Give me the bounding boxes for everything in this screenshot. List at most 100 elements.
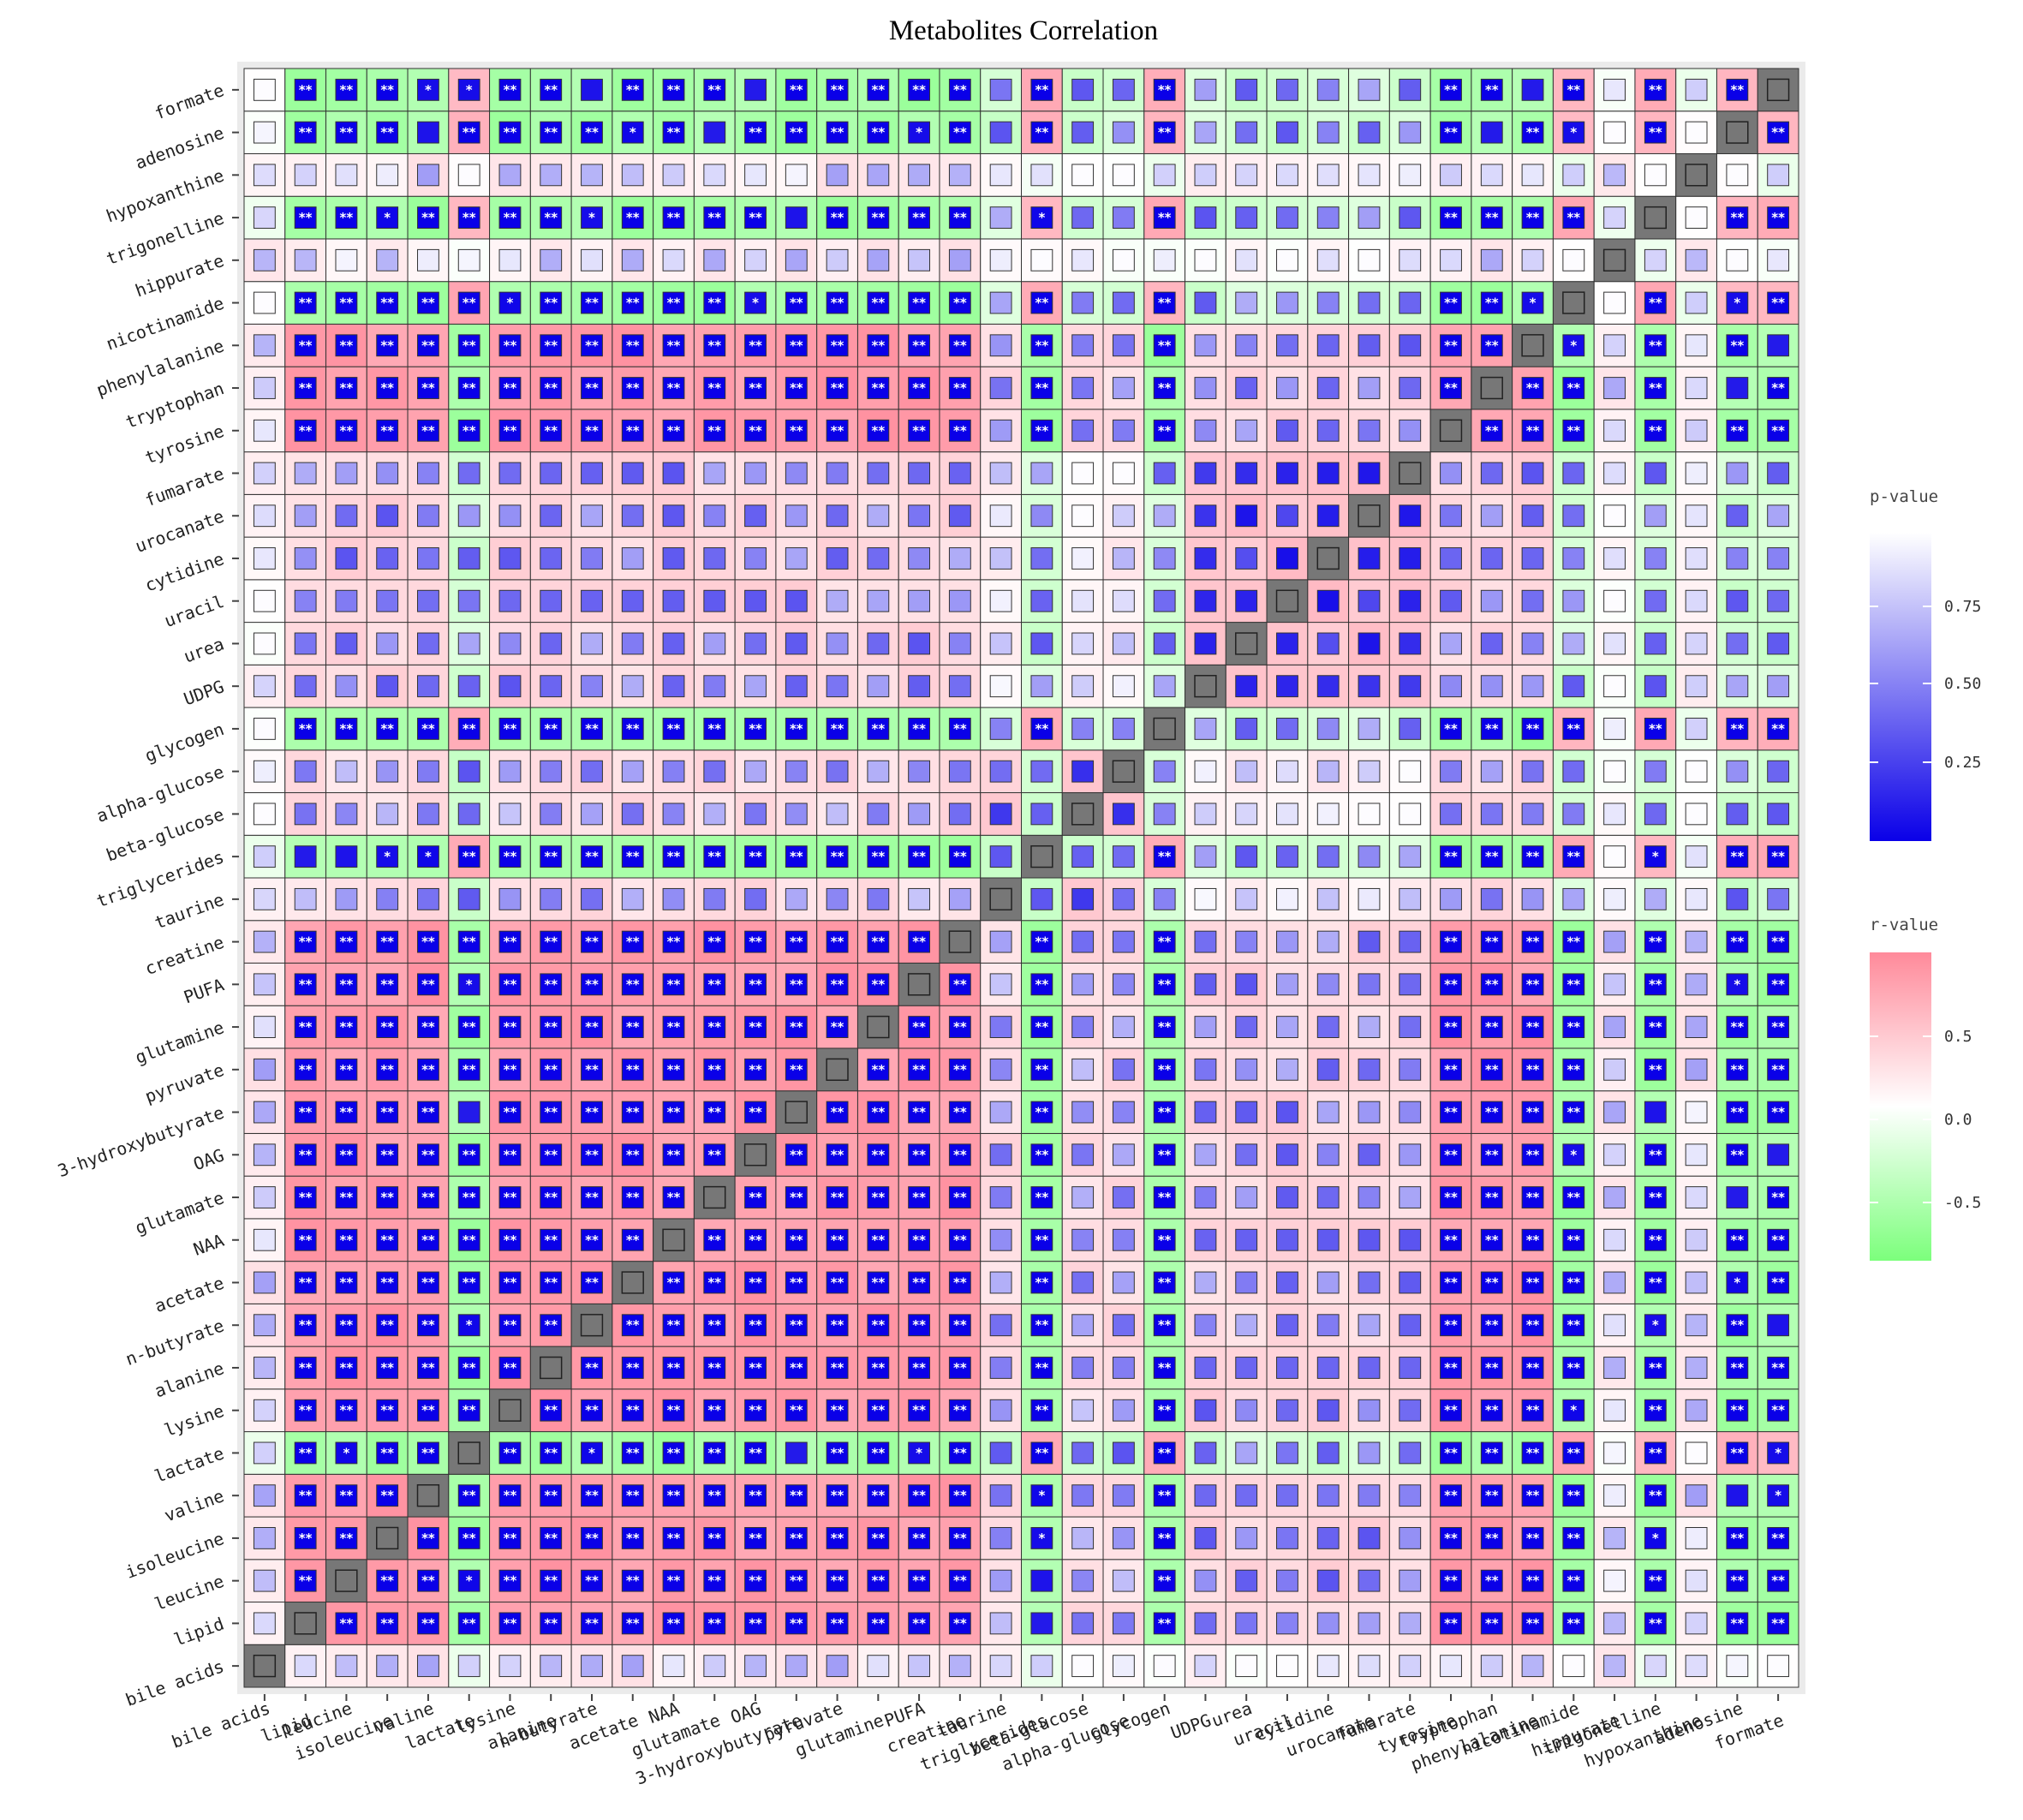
heatmap-cell xyxy=(1266,1132,1309,1177)
heatmap-cell xyxy=(1225,323,1268,367)
heatmap-cell: ** xyxy=(570,110,613,154)
heatmap-cell xyxy=(612,1644,654,1688)
heatmap-cell: ** xyxy=(1634,1388,1677,1433)
p-value-marker xyxy=(1112,845,1135,868)
p-value-marker xyxy=(1562,462,1585,485)
significance-mark: ** xyxy=(1158,295,1172,311)
heatmap-cell xyxy=(1143,707,1186,751)
heatmap-cell xyxy=(734,1132,777,1177)
significance-mark: * xyxy=(507,295,514,311)
heatmap-cell xyxy=(325,749,367,794)
diagonal-marker xyxy=(416,1484,440,1507)
p-value-marker xyxy=(457,675,480,698)
heatmap-cell xyxy=(1307,110,1350,154)
heatmap-cell xyxy=(1225,1005,1268,1049)
p-value-marker xyxy=(1316,973,1340,996)
p-value-marker xyxy=(1316,803,1340,826)
heatmap-cell: ** xyxy=(693,409,736,453)
heatmap-cell xyxy=(1757,1644,1799,1688)
heatmap-cell xyxy=(939,920,982,964)
p-value-marker xyxy=(335,1441,358,1465)
significance-mark: ** xyxy=(707,1573,721,1589)
heatmap-cell xyxy=(898,238,940,283)
heatmap-cell: ** xyxy=(856,1431,899,1475)
r-value-fill xyxy=(529,110,572,154)
heatmap-cell: * xyxy=(1552,1388,1595,1433)
significance-mark: ** xyxy=(953,1445,967,1460)
heatmap-cell xyxy=(407,152,450,197)
p-value-marker xyxy=(662,718,685,740)
heatmap-cell: ** xyxy=(1021,1303,1063,1347)
heatmap-cell: ** xyxy=(939,1602,982,1645)
heatmap-cell: ** xyxy=(407,1047,450,1092)
significance-mark: ** xyxy=(504,1317,517,1333)
p-value-marker xyxy=(294,930,317,953)
p-value-marker xyxy=(581,504,603,528)
p-value-marker xyxy=(1194,377,1217,399)
heatmap-cell: ** xyxy=(1512,1388,1554,1433)
heatmap-cell xyxy=(489,877,531,922)
heatmap-cell xyxy=(1675,238,1717,283)
significance-mark: ** xyxy=(340,1105,354,1120)
heatmap-cell xyxy=(1675,366,1717,410)
significance-mark: ** xyxy=(380,1317,394,1333)
heatmap-cell xyxy=(1021,792,1063,836)
heatmap-cell xyxy=(1757,749,1799,794)
significance-mark: ** xyxy=(1731,1147,1745,1162)
significance-mark: ** xyxy=(707,1062,721,1077)
p-value-marker xyxy=(1235,1612,1258,1635)
heatmap-cell xyxy=(489,451,531,495)
p-value-marker xyxy=(1358,887,1381,910)
heatmap-cell xyxy=(1021,579,1063,624)
significance-mark: ** xyxy=(1485,210,1499,225)
p-value-marker xyxy=(1480,547,1503,570)
heatmap-cell xyxy=(1716,366,1758,410)
heatmap-cell: ** xyxy=(693,68,736,112)
p-value-marker xyxy=(540,1314,563,1337)
significance-mark: ** xyxy=(462,934,476,950)
heatmap-cell xyxy=(1102,1175,1145,1220)
significance-mark: * xyxy=(1652,1317,1659,1333)
significance-mark: ** xyxy=(380,934,394,950)
p-value-marker xyxy=(1358,1527,1381,1549)
heatmap-cell xyxy=(1102,281,1145,325)
p-value-marker xyxy=(1153,887,1176,910)
p-value-marker xyxy=(703,589,726,612)
p-value-marker xyxy=(1112,78,1135,101)
significance-mark: ** xyxy=(871,976,885,992)
p-value-marker xyxy=(1562,675,1585,698)
p-value-marker xyxy=(1767,1314,1790,1337)
heatmap-cell: ** xyxy=(734,834,777,879)
significance-mark: ** xyxy=(667,721,681,737)
p-value-marker xyxy=(581,1441,603,1465)
p-value-marker xyxy=(1399,632,1422,655)
significance-mark: ** xyxy=(790,1232,803,1248)
heatmap-cell xyxy=(284,1602,327,1645)
p-value-marker xyxy=(662,1655,685,1678)
p-value-marker xyxy=(662,845,685,868)
p-value-marker xyxy=(1726,547,1749,570)
p-value-marker xyxy=(1194,803,1217,826)
p-value-marker xyxy=(253,760,276,783)
p-value-marker xyxy=(1112,632,1135,655)
heatmap-cell: ** xyxy=(1429,1602,1472,1645)
heatmap-cell xyxy=(980,622,1022,665)
heatmap-cell: ** xyxy=(366,1602,409,1645)
significance-mark: ** xyxy=(912,1190,926,1205)
p-value-marker xyxy=(1030,248,1053,272)
significance-mark: ** xyxy=(380,125,394,140)
heatmap-cell xyxy=(1593,1132,1636,1177)
heatmap-cell xyxy=(1185,1047,1226,1092)
p-value-marker xyxy=(908,504,931,528)
p-value-marker xyxy=(1685,1101,1708,1124)
heatmap-cell xyxy=(980,1388,1022,1433)
p-value-marker xyxy=(867,632,890,655)
p-value-marker xyxy=(703,547,726,570)
heatmap-cell xyxy=(243,1516,286,1560)
p-value-marker xyxy=(457,1143,480,1167)
heatmap-cell xyxy=(570,238,613,283)
p-value-marker xyxy=(1521,760,1544,783)
p-value-marker xyxy=(1358,1314,1381,1337)
heatmap-cell xyxy=(1593,409,1636,453)
heatmap-cell xyxy=(816,152,858,197)
